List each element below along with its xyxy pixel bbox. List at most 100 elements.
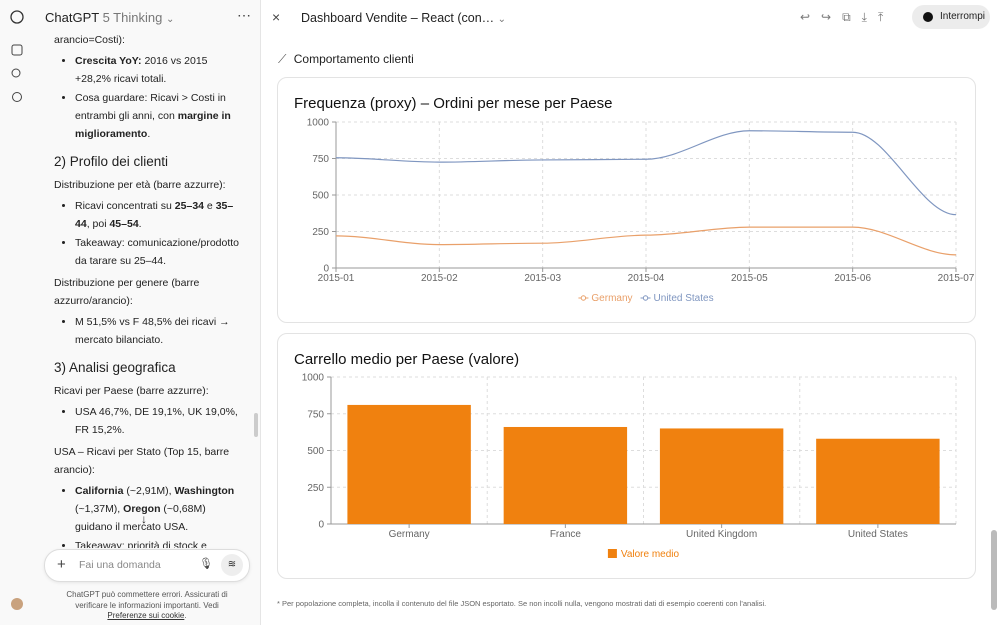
- section-heading: ⟋ Comportamento clienti: [278, 52, 414, 66]
- input-placeholder: Fai una domanda: [79, 559, 161, 571]
- legend-marker: [580, 295, 587, 301]
- legend-marker: [642, 295, 649, 301]
- heading: 3) Analisi geografica: [54, 360, 176, 375]
- chart-title: Carrello medio per Paese (valore): [294, 351, 519, 368]
- bullet: Crescita YoY: 2016 vs 2015 +28,2% ricavi…: [75, 52, 240, 88]
- line: [335, 130, 957, 216]
- disclaimer: ChatGPT può commettere errori. Assicurat…: [61, 590, 233, 622]
- x-tick-label: 2015-06: [834, 273, 871, 284]
- close[interactable]: ×: [272, 9, 281, 25]
- card: Frequenza (proxy) – Ordini per mese per …: [277, 77, 976, 323]
- bullet: M 51,5% vs F 48,5% dei ricavi → mercato …: [75, 313, 240, 349]
- input-box[interactable]: + Fai una domanda 🎙 ≋: [44, 549, 250, 582]
- bold-text: 35–44: [75, 200, 234, 230]
- scroll-down[interactable]: ↓: [141, 512, 147, 526]
- bold-text: Oregon: [123, 503, 161, 515]
- y-tick-label: 1000: [307, 118, 330, 129]
- y-tick-label: 1000: [302, 373, 325, 384]
- y-tick-label: 250: [307, 483, 324, 494]
- x-tick-label: Germany: [389, 529, 430, 540]
- heading: 2) Profilo dei clienti: [54, 154, 169, 169]
- text: USA 46,7%, DE 19,1%, UK 19,0%, FR 15,2%.: [75, 406, 238, 436]
- text: Cosa guardare: Ricavi > Costi in entramb…: [75, 92, 226, 122]
- legend-label: Valore medio: [621, 549, 680, 560]
- link[interactable]: Preferenze sui cookie: [107, 611, 185, 620]
- bullet-list: Crescita YoY: 2016 vs 2015 +28,2% ricavi…: [54, 52, 240, 143]
- y-tick-label: 0: [323, 264, 329, 275]
- search[interactable]: [11, 68, 21, 78]
- y-tick-label: 0: [318, 520, 324, 531]
- bar: [816, 438, 940, 524]
- text: , poi: [86, 218, 107, 230]
- x-tick-label: 2015-04: [628, 273, 665, 284]
- bold-text: margine in miglioramento: [75, 110, 231, 140]
- bold-text: 25–34: [174, 200, 204, 212]
- bar: [659, 428, 784, 524]
- text: Takeaway: priorità di stock e: [75, 540, 207, 548]
- x-tick-label: United States: [848, 529, 908, 540]
- label: Distribuzione per genere (barre azzurro/…: [54, 277, 200, 307]
- footnote: * Per popolazione completa, incolla il c…: [277, 599, 767, 608]
- label: USA – Ricavi per Stato (Top 15, barre ar…: [54, 446, 230, 476]
- bold-text: California: [75, 485, 124, 497]
- bar: [503, 426, 628, 524]
- library[interactable]: [12, 92, 22, 102]
- text: Takeaway: comunicazione/prodotto da tara…: [75, 237, 240, 267]
- title: Dashboard Vendite – React (con…: [301, 11, 495, 25]
- text: (~2,91M),: [126, 485, 172, 497]
- stop-label: Interrompi: [940, 11, 986, 22]
- model-picker[interactable]: ChatGPT 5 Thinking ⌄: [45, 10, 175, 25]
- x-tick-label: 2015-02: [421, 273, 458, 284]
- bullet-list: California (~2,91M), Washington (~1,37M)…: [54, 482, 240, 548]
- x-tick-label: 2015-05: [731, 273, 768, 284]
- bullet: USA 46,7%, DE 19,1%, UK 19,0%, FR 15,2%.: [75, 403, 240, 439]
- y-tick-label: 750: [307, 409, 324, 420]
- app-name: ChatGPT: [45, 10, 99, 25]
- y-tick-label: 750: [312, 154, 329, 165]
- text: .: [147, 128, 151, 140]
- new-chat[interactable]: [11, 44, 23, 56]
- menu[interactable]: ⋯: [237, 7, 251, 23]
- text: Ricavi concentrati su: [75, 200, 172, 212]
- bullet: Ricavi concentrati su 25–34 e 35–44, poi…: [75, 197, 240, 233]
- text: (~0,68M) guidano il mercato USA.: [75, 503, 206, 533]
- x-tick-label: 2015-01: [318, 273, 355, 284]
- icon-rail: [0, 0, 33, 625]
- chart: Carrello medio per Paese (valore) 0 250 500…: [294, 351, 957, 560]
- bullet-list: M 51,5% vs F 48,5% dei ricavi → mercato …: [54, 313, 240, 349]
- label: Distribuzione per età (barre azzurre):: [54, 179, 226, 191]
- chat-panel: ChatGPT 5 Thinking ⌄ ⋯ ↓ + Fai una doman…: [33, 0, 261, 625]
- scrollbar[interactable]: [991, 530, 997, 610]
- legend-label: United States: [654, 293, 714, 304]
- x-tick-label: 2015-03: [524, 273, 561, 284]
- y-tick-label: 500: [312, 191, 329, 202]
- text: 2016 vs 2015 +28,2% ricavi totali.: [75, 55, 208, 85]
- chart-title: Frequenza (proxy) – Ordini per mese per …: [294, 95, 612, 112]
- toolbar[interactable]: ↩↪⧉⤓⤒: [800, 10, 895, 24]
- chat-content: arancio=Costi): Crescita YoY: 2016 vs 201…: [54, 28, 240, 548]
- bullet-list: USA 46,7%, DE 19,1%, UK 19,0%, FR 15,2%.: [54, 403, 240, 439]
- card: Carrello medio per Paese (valore) 0 250 500…: [277, 333, 976, 579]
- stop-button[interactable]: Interrompi: [912, 5, 990, 29]
- avatar[interactable]: [11, 598, 23, 610]
- legend-label: Germany: [591, 293, 632, 304]
- text: M 51,5% vs F 48,5% dei ricavi → mercato …: [75, 316, 230, 346]
- bullet: Cosa guardare: Ricavi > Costi in entramb…: [75, 89, 240, 143]
- rail-icons: [10, 10, 24, 102]
- label: Ricavi per Paese (barre azzurre):: [54, 385, 209, 397]
- chart: Frequenza (proxy) – Ordini per mese per …: [294, 95, 975, 304]
- bold-text: Washington: [174, 485, 235, 497]
- label: arancio=Costi):: [54, 34, 125, 46]
- canvas-title[interactable]: Dashboard Vendite – React (con… ⌄: [301, 11, 507, 25]
- model-name: 5 Thinking: [102, 10, 163, 25]
- text: .: [138, 218, 142, 230]
- logo[interactable]: [10, 10, 24, 24]
- bullet-list: Ricavi concentrati su 25–34 e 35–44, poi…: [54, 197, 240, 270]
- x-tick-label: 2015-07: [938, 273, 975, 284]
- bullet: Takeaway: comunicazione/prodotto da tara…: [75, 234, 240, 270]
- bold-text: Crescita YoY:: [75, 55, 142, 67]
- x-tick-label: France: [550, 529, 582, 540]
- scrollbar[interactable]: [254, 413, 258, 437]
- y-tick-label: 250: [312, 227, 329, 238]
